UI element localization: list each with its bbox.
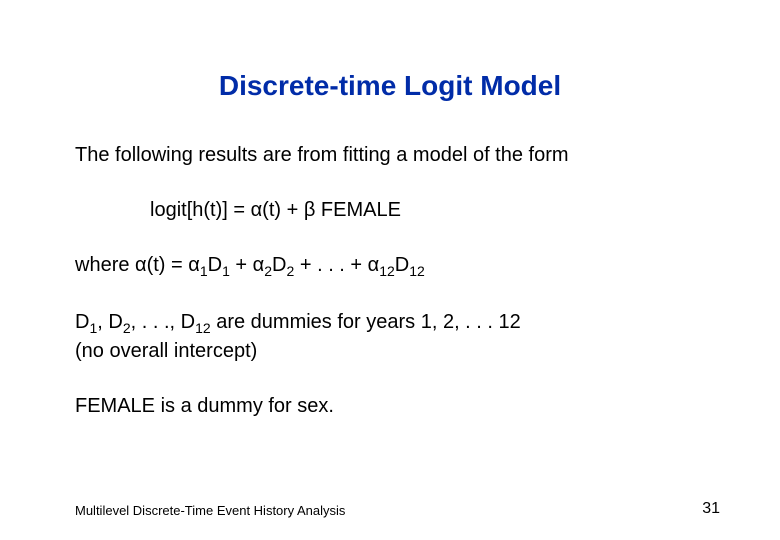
sub-12a: 12 [379, 263, 395, 279]
dum-c2: , . . ., D [131, 311, 195, 333]
dummies-description: D1, D2, . . ., D12 are dummies for years… [75, 309, 705, 365]
slide-title: Discrete-time Logit Model [75, 70, 705, 102]
dum-d1: D [75, 311, 89, 333]
d-1: D [208, 254, 222, 276]
sub-1b: 1 [222, 263, 230, 279]
sub-2b: 2 [286, 263, 294, 279]
plus-2: + . . . + α [294, 254, 379, 276]
female-description: FEMALE is a dummy for sex. [75, 393, 705, 420]
where-prefix: where α(t) = α [75, 254, 200, 276]
dum-s1: 1 [89, 320, 97, 336]
d-12: D [395, 254, 409, 276]
dum-s12: 12 [195, 320, 211, 336]
sub-1a: 1 [200, 263, 208, 279]
sub-2a: 2 [264, 263, 272, 279]
dum-line2: (no overall intercept) [75, 340, 257, 362]
dum-rest: are dummies for years 1, 2, . . . 12 [211, 311, 521, 333]
plus-1: + α [230, 254, 264, 276]
model-equation: logit[h(t)] = α(t) + β FEMALE [150, 197, 705, 224]
intro-text: The following results are from fitting a… [75, 142, 705, 169]
sub-12b: 12 [409, 263, 425, 279]
d-2: D [272, 254, 286, 276]
page-number: 31 [702, 500, 720, 518]
footer-title: Multilevel Discrete-Time Event History A… [75, 503, 345, 518]
dum-c1: , D [97, 311, 123, 333]
dum-s2: 2 [123, 320, 131, 336]
where-expansion: where α(t) = α1D1 + α2D2 + . . . + α12D1… [75, 252, 705, 281]
slide-content: The following results are from fitting a… [75, 142, 705, 420]
